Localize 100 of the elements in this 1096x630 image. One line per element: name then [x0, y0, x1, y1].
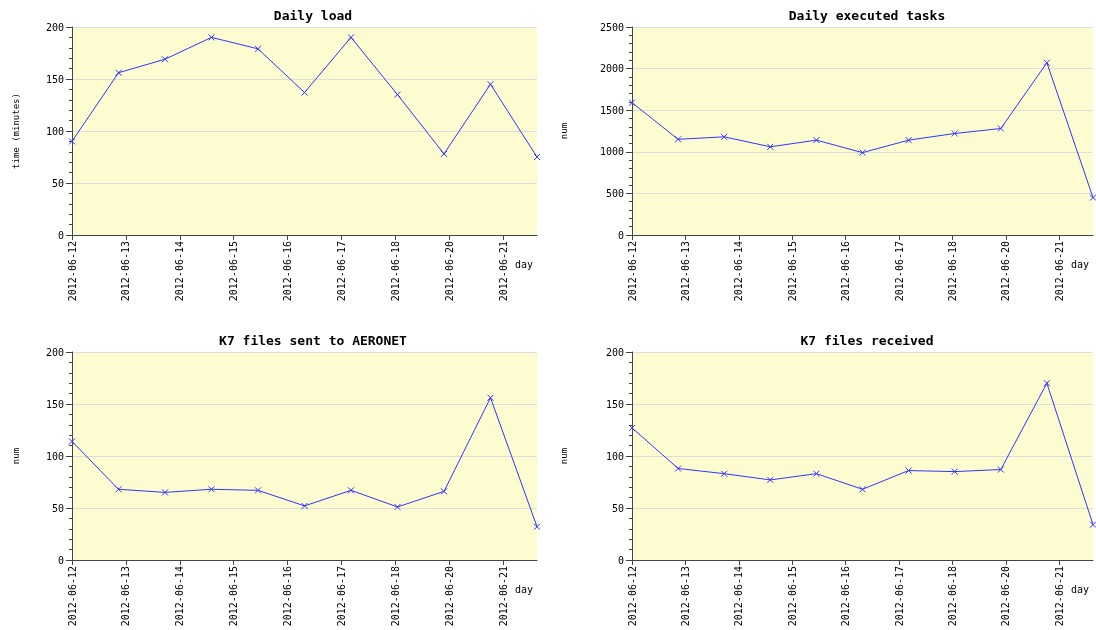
point [533, 523, 541, 531]
y-tick-label: 0 [617, 229, 624, 241]
x-tick-label: 2012-06-15 [786, 566, 798, 627]
y-tick-label: 0 [617, 554, 624, 566]
x-tick-label: 2012-06-18 [947, 241, 959, 302]
point [208, 485, 215, 493]
point [208, 33, 215, 41]
y-tick-label: 200 [45, 346, 64, 358]
y-tick-label: 2500 [599, 21, 624, 33]
y-tick-label: 0 [57, 229, 64, 241]
point [1089, 194, 1096, 202]
x-tick-label: 2012-06-18 [389, 566, 401, 627]
point [1043, 59, 1051, 67]
y-tick-label: 500 [605, 187, 624, 199]
x-tick-label: 2012-06-14 [733, 241, 745, 302]
x-axis-title: day [1071, 258, 1090, 270]
y-tick-label: 2000 [599, 63, 624, 75]
point [628, 99, 636, 107]
x-tick-label: 2012-06-16 [840, 241, 852, 302]
x-tick-label: 2012-06-13 [120, 566, 132, 627]
point [812, 470, 820, 478]
point [68, 137, 76, 145]
x-tick-label: 2012-06-20 [1000, 566, 1012, 627]
y-tick-label: 200 [605, 346, 624, 358]
point [997, 466, 1005, 474]
x-tick-label: 2012-06-12 [66, 241, 78, 302]
x-tick-label: 2012-06-21 [497, 566, 509, 627]
x-tick-label: 2012-06-21 [1053, 566, 1065, 627]
x-tick-label: 2012-06-12 [66, 566, 78, 627]
point [674, 464, 682, 472]
x-tick-label: 2012-06-15 [786, 241, 798, 302]
x-axis-title: day [515, 258, 534, 270]
y-tick-label: 50 [51, 177, 64, 189]
x-tick-label: 2012-06-17 [335, 241, 347, 302]
x-tick-label: 2012-06-12 [626, 566, 638, 627]
x-tick-label: 2012-06-16 [840, 566, 852, 627]
chart-title: K7 files sent to AERONET [219, 333, 408, 348]
x-tick-label: 2012-06-17 [335, 566, 347, 627]
x-tick-label: 2012-06-13 [679, 566, 691, 627]
y-axis-title: num [10, 447, 21, 465]
point [68, 437, 76, 445]
point [440, 487, 448, 495]
y-tick-label: 50 [51, 502, 64, 514]
y-tick-label: 150 [45, 73, 64, 85]
point [720, 470, 728, 478]
y-tick-label: 50 [611, 502, 624, 514]
x-tick-label: 2012-06-14 [733, 566, 745, 627]
point [394, 91, 401, 99]
x-tick-label: 2012-06-21 [1053, 241, 1065, 302]
x-tick-label: 2012-06-20 [443, 566, 455, 627]
point [254, 486, 262, 494]
point [674, 135, 682, 143]
y-tick-label: 150 [605, 398, 624, 410]
x-tick-label: 2012-06-14 [174, 566, 186, 627]
x-tick-label: 2012-06-17 [893, 241, 905, 302]
point [394, 503, 401, 511]
x-tick-label: 2012-06-14 [174, 241, 186, 302]
point [115, 485, 123, 493]
point [859, 149, 867, 157]
chart-title: Daily load [273, 8, 353, 23]
x-tick-label: 2012-06-15 [228, 566, 240, 627]
y-tick-label: 100 [45, 450, 64, 462]
point [486, 80, 494, 88]
point [347, 486, 355, 494]
point [905, 136, 913, 144]
point [766, 476, 774, 484]
point [161, 488, 169, 496]
x-tick-label: 2012-06-16 [282, 566, 294, 627]
x-tick-label: 2012-06-17 [893, 566, 905, 627]
x-axis-title: day [515, 583, 534, 595]
y-tick-label: 100 [45, 125, 64, 137]
y-tick-label: 1000 [599, 146, 624, 158]
x-axis-title: day [1071, 583, 1090, 595]
point [440, 150, 448, 158]
point [859, 485, 867, 493]
point [628, 424, 636, 432]
x-tick-label: 2012-06-20 [1000, 241, 1012, 302]
y-axis-title: time (minutes) [10, 93, 21, 169]
point [951, 468, 959, 476]
y-tick-label: 200 [45, 21, 64, 33]
point [115, 69, 123, 77]
point [951, 130, 959, 137]
x-tick-label: 2012-06-18 [389, 241, 401, 302]
x-tick-label: 2012-06-15 [228, 241, 240, 302]
x-tick-label: 2012-06-21 [497, 241, 509, 302]
point [161, 55, 169, 63]
point [1043, 379, 1051, 387]
point [766, 143, 774, 151]
point [812, 136, 820, 144]
point [720, 133, 728, 141]
x-tick-label: 2012-06-12 [626, 241, 638, 302]
chart-title: K7 files received [800, 333, 934, 348]
point [905, 467, 913, 475]
x-tick-label: 2012-06-13 [679, 241, 691, 302]
point [301, 502, 309, 510]
point [486, 394, 494, 402]
x-tick-label: 2012-06-20 [443, 241, 455, 302]
point [254, 45, 262, 53]
point [347, 33, 355, 41]
y-tick-label: 150 [45, 398, 64, 410]
